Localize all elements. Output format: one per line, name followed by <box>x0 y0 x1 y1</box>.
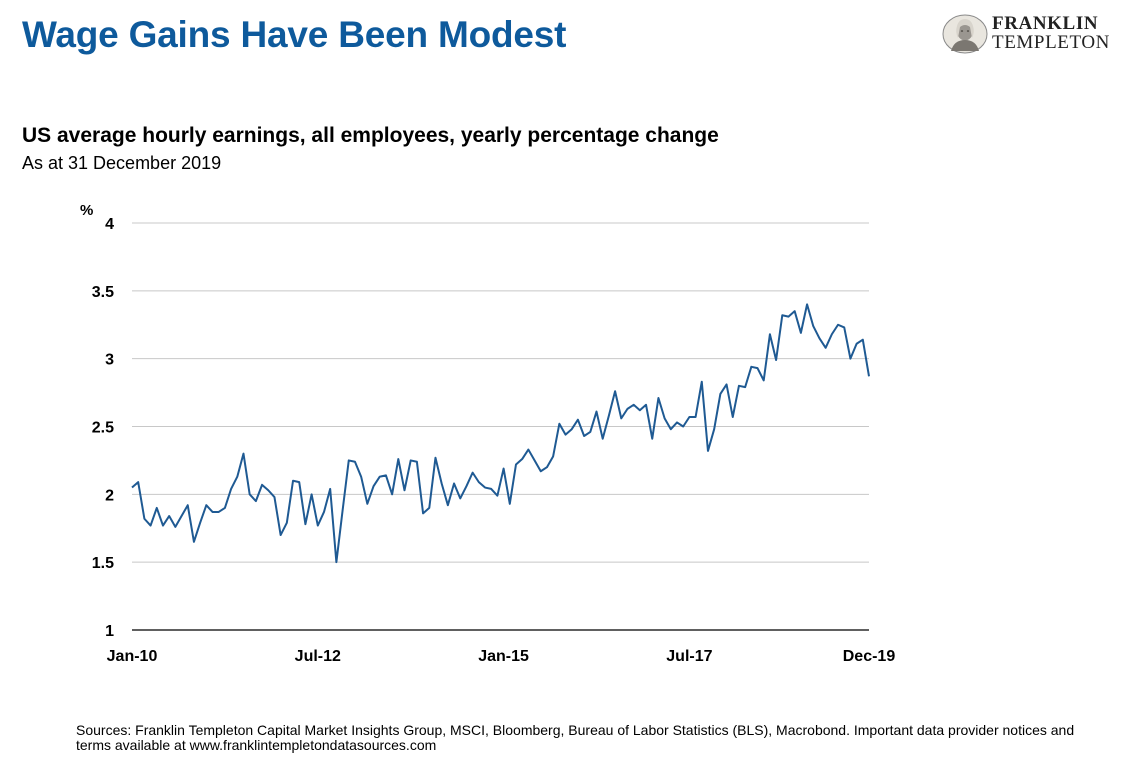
gridlines <box>132 222 869 563</box>
y-tick-label: 3 <box>105 352 114 369</box>
y-tick-label: 2 <box>105 487 114 504</box>
chart-subtitle: US average hourly earnings, all employee… <box>22 124 719 147</box>
x-tick-label: Jan-10 <box>107 648 158 665</box>
sources-footnote: Sources: Franklin Templeton Capital Mark… <box>76 722 1075 753</box>
y-tick-label: 3.5 <box>92 284 114 301</box>
as-of-date: As at 31 December 2019 <box>22 153 222 173</box>
logo-line-1: FRANKLIN <box>992 13 1099 34</box>
y-tick-label: 1 <box>105 623 114 640</box>
axes: 1 1.5 2 2.5 3 3.5 4% Jan-10 Jul-12 Jan-15 Jul-17 De… <box>80 202 895 665</box>
page-title: Wage Gains Have Been Modest <box>22 14 567 55</box>
y-tick-label: 2.5 <box>92 420 114 437</box>
x-tick-label: Jan-15 <box>478 648 529 665</box>
x-tick-label: Jul-17 <box>666 648 712 665</box>
x-tick-label: Jul-12 <box>295 648 341 665</box>
y-axis-label: % <box>80 202 93 219</box>
logo-line-2: TEMPLETON <box>992 32 1110 53</box>
y-tick-label: 1.5 <box>92 555 114 572</box>
franklin-templeton-logo: FRANKLIN TEMPLETON <box>942 14 1122 54</box>
series-line <box>131 303 870 564</box>
x-tick-label: Dec-19 <box>843 648 896 665</box>
series-layer <box>131 303 870 564</box>
line-chart: 1 1.5 2 2.5 3 3.5 4% Jan-10 Jul-12 Jan-15 Jul-17 De… <box>80 202 895 665</box>
franklin-portrait-icon <box>942 14 988 54</box>
y-tick-label: 4 <box>105 216 114 233</box>
